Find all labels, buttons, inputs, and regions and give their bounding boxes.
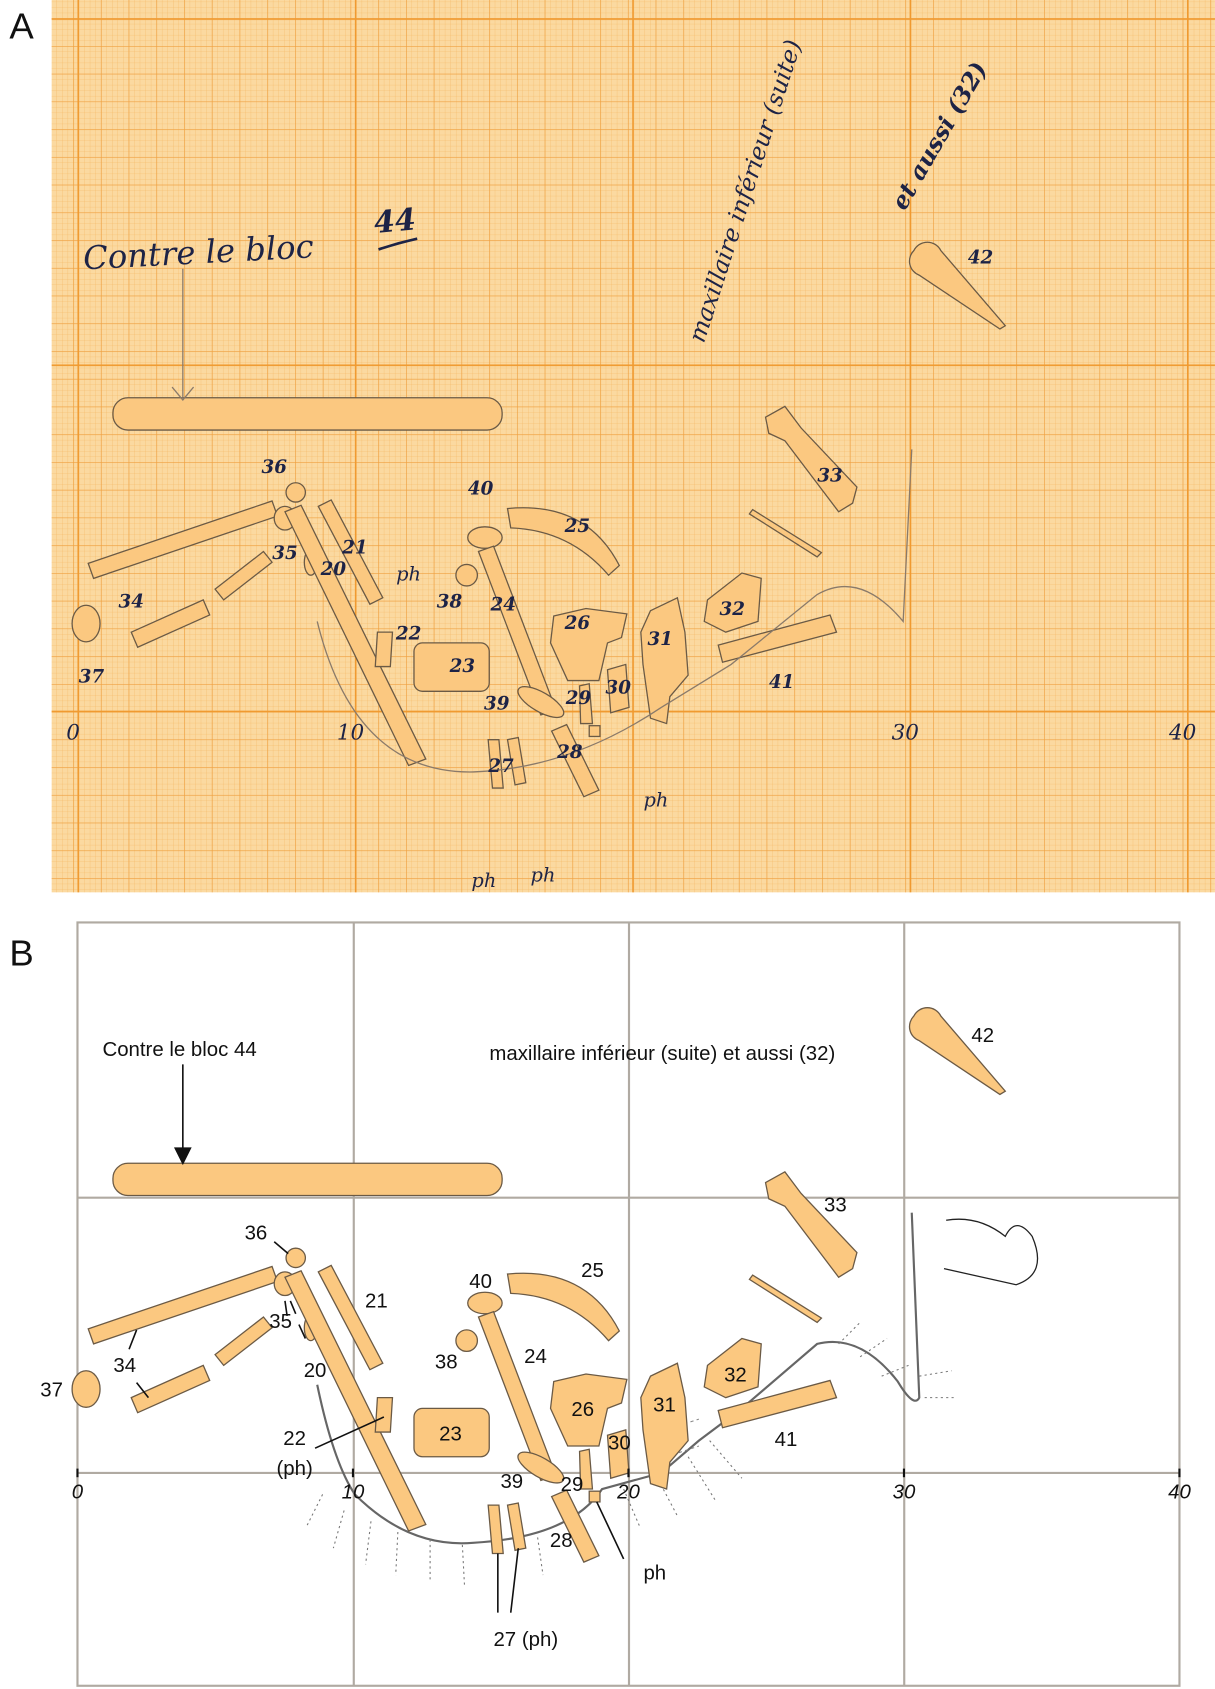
axis-tick-label: 40: [1168, 1482, 1191, 1504]
bone-label: 23: [439, 1424, 462, 1446]
panel-b-labels: Contre le bloc 44 maxillaire inférieur (s…: [40, 1025, 1191, 1651]
handwritten-number: ph: [643, 788, 668, 811]
axis-tick-label: 40: [1168, 721, 1196, 746]
handwritten-number: 34: [119, 591, 144, 612]
handwritten-number: 37: [79, 667, 105, 688]
bone-label: 20: [304, 1360, 327, 1382]
note: maxillaire inférieur (suite) et aussi (3…: [489, 1043, 835, 1065]
axis-tick-label: 20: [616, 1482, 640, 1504]
handwritten-number: 38: [437, 591, 463, 612]
handwritten-number: 41: [769, 672, 794, 693]
bone-label: 30: [608, 1432, 631, 1454]
handwritten-number: 27: [487, 756, 514, 777]
bone-label: 27 (ph): [493, 1629, 558, 1651]
bone-label: 41: [775, 1429, 798, 1451]
handwritten-number: ph: [396, 563, 421, 586]
bone-label: 31: [653, 1395, 676, 1417]
handwritten-note: 44: [372, 202, 417, 241]
bone-label: 37: [40, 1380, 63, 1402]
panel-label: A: [9, 6, 34, 47]
handwritten-number: 32: [720, 599, 745, 620]
panel-b-outlines: [305, 1212, 1039, 1586]
bone-label: 38: [435, 1352, 458, 1374]
bone-label: 33: [824, 1195, 847, 1217]
handwritten-number: 24: [490, 595, 516, 616]
handwritten-number: 21: [341, 538, 367, 559]
handwritten-number: 29: [565, 688, 592, 709]
bone-label: 28: [550, 1530, 573, 1552]
axis-tick-label: 30: [893, 1482, 916, 1504]
axis-tick-label: 0: [72, 1482, 84, 1504]
handwritten-number: 40: [468, 479, 494, 500]
handwritten-number: 26: [564, 613, 591, 634]
bone-label: 25: [581, 1260, 604, 1282]
handwritten-number: 35: [272, 543, 297, 564]
bone-label: 34: [113, 1355, 136, 1377]
note: Contre le bloc 44: [102, 1039, 256, 1061]
bone-label: 26: [571, 1399, 594, 1421]
handwritten-number: 25: [564, 516, 590, 537]
bone-label: 40: [469, 1271, 492, 1293]
handwritten-number: 39: [484, 694, 510, 715]
bone-label: 42: [971, 1025, 994, 1047]
bone-label: 24: [524, 1346, 547, 1368]
handwritten-number: 31: [647, 629, 672, 650]
bone-label: 22: [283, 1428, 306, 1450]
bone-label: (ph): [276, 1458, 312, 1480]
panel-label: B: [9, 932, 33, 973]
panel-b-grid: [76, 921, 1181, 1687]
handwritten-number: 28: [556, 742, 583, 763]
axis-tick-label: 10: [342, 1482, 365, 1504]
bone-label: 36: [245, 1223, 268, 1245]
bone-label: 29: [561, 1474, 584, 1496]
axis-tick-label: 30: [892, 721, 919, 746]
axis-tick-label: 10: [337, 721, 364, 746]
bone-label: 35: [269, 1311, 292, 1333]
handwritten-number: ph: [531, 864, 556, 887]
handwritten-number: 30: [606, 677, 632, 698]
handwritten-number: 36: [262, 457, 288, 478]
pencil-sketch: [71, 237, 1006, 798]
bone-label: 21: [365, 1290, 388, 1312]
bone-label: ph: [643, 1562, 666, 1584]
bones: [71, 1007, 1006, 1563]
handwritten-number: 22: [395, 624, 421, 645]
handwritten-number: ph: [471, 869, 496, 892]
handwritten-number: 23: [449, 656, 475, 677]
handwritten-number: 42: [968, 247, 993, 268]
handwritten-number: 33: [817, 466, 842, 487]
handwritten-number: 20: [320, 559, 347, 580]
graph-major-grid: [51, 0, 1215, 893]
axis-tick-label: 0: [66, 721, 80, 746]
leader-lines: [128, 1064, 625, 1613]
bone-label: 32: [724, 1365, 747, 1387]
bone-label: 39: [500, 1471, 523, 1493]
